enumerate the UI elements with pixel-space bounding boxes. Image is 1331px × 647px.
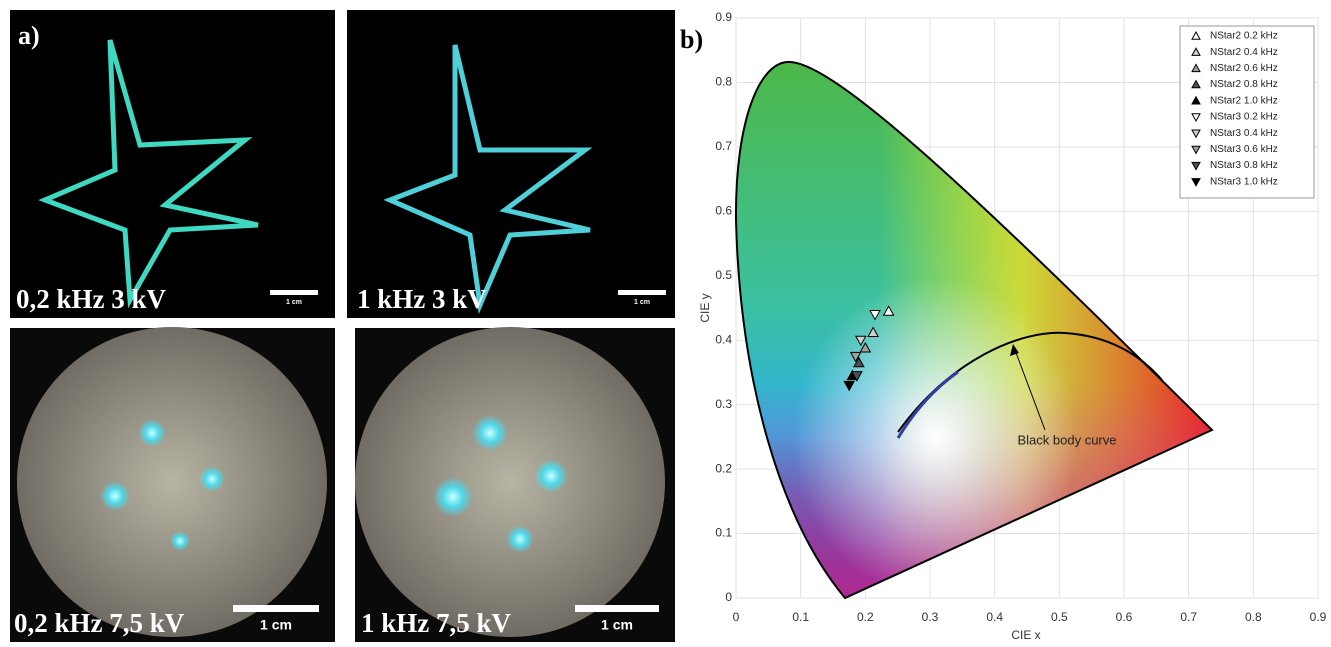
- y-axis-label: CIE y: [698, 293, 712, 322]
- legend-label: NStar3 0.8 kHz: [1210, 160, 1278, 171]
- caption: 0,2 kHz 7,5 kV: [14, 608, 185, 638]
- panel-label: b): [680, 25, 703, 54]
- caption: 1 kHz 7,5 kV: [361, 608, 512, 638]
- legend-label: NStar2 0.4 kHz: [1210, 47, 1278, 58]
- x-tick-label: 0: [733, 610, 740, 624]
- y-tick-label: 0.7: [715, 139, 732, 153]
- x-tick-label: 0.6: [1116, 610, 1133, 624]
- scale-label: 1 cm: [601, 617, 633, 633]
- legend-label: NStar2 1.0 kHz: [1210, 95, 1278, 106]
- annotation: Black body curve: [1018, 432, 1117, 447]
- legend-label: NStar3 0.2 kHz: [1210, 112, 1278, 123]
- y-tick-label: 0.2: [715, 461, 732, 475]
- caption: 0,2 kHz 3 kV: [16, 284, 167, 314]
- x-tick-label: 0.2: [857, 610, 874, 624]
- panel-label: a): [18, 21, 40, 50]
- y-tick-label: 0.6: [715, 204, 732, 218]
- x-tick-label: 0.3: [922, 610, 939, 624]
- photo: [355, 327, 675, 642]
- legend-label: NStar3 0.6 kHz: [1210, 144, 1278, 155]
- y-tick-label: 0.9: [715, 10, 732, 24]
- x-axis-label: CIE x: [1011, 628, 1040, 642]
- caption: 1 kHz 3 kV: [357, 284, 487, 314]
- legend-label: NStar2 0.6 kHz: [1210, 63, 1278, 74]
- x-tick-label: 0.8: [1245, 610, 1262, 624]
- legend-label: NStar2 0.2 kHz: [1210, 31, 1278, 42]
- scale-label: 1 cm: [634, 299, 650, 306]
- x-tick-label: 0.4: [986, 610, 1003, 624]
- x-tick-label: 0.7: [1180, 610, 1197, 624]
- legend-label: NStar3 1.0 kHz: [1210, 176, 1278, 187]
- y-tick-label: 0.5: [715, 268, 732, 282]
- y-tick-label: 0.4: [715, 332, 732, 346]
- photo: [10, 10, 335, 318]
- y-tick-label: 0.3: [715, 397, 732, 411]
- x-tick-label: 0.5: [1051, 610, 1068, 624]
- photo: [10, 327, 335, 642]
- scale-label: 1 cm: [260, 617, 292, 633]
- figure: a) 0,2 kHz 3 kV 1 cm 1 kHz 3 kV 1 cm 0,2…: [0, 0, 1331, 642]
- y-tick-label: 0: [725, 590, 732, 604]
- y-tick-label: 0.1: [715, 526, 732, 540]
- legend-label: NStar2 0.8 kHz: [1210, 79, 1278, 90]
- photo: [347, 10, 675, 318]
- x-tick-label: 0.9: [1310, 610, 1327, 624]
- x-tick-label: 0.1: [792, 610, 809, 624]
- legend-label: NStar3 0.4 kHz: [1210, 128, 1278, 139]
- scale-label: 1 cm: [286, 299, 302, 306]
- y-tick-label: 0.8: [715, 75, 732, 89]
